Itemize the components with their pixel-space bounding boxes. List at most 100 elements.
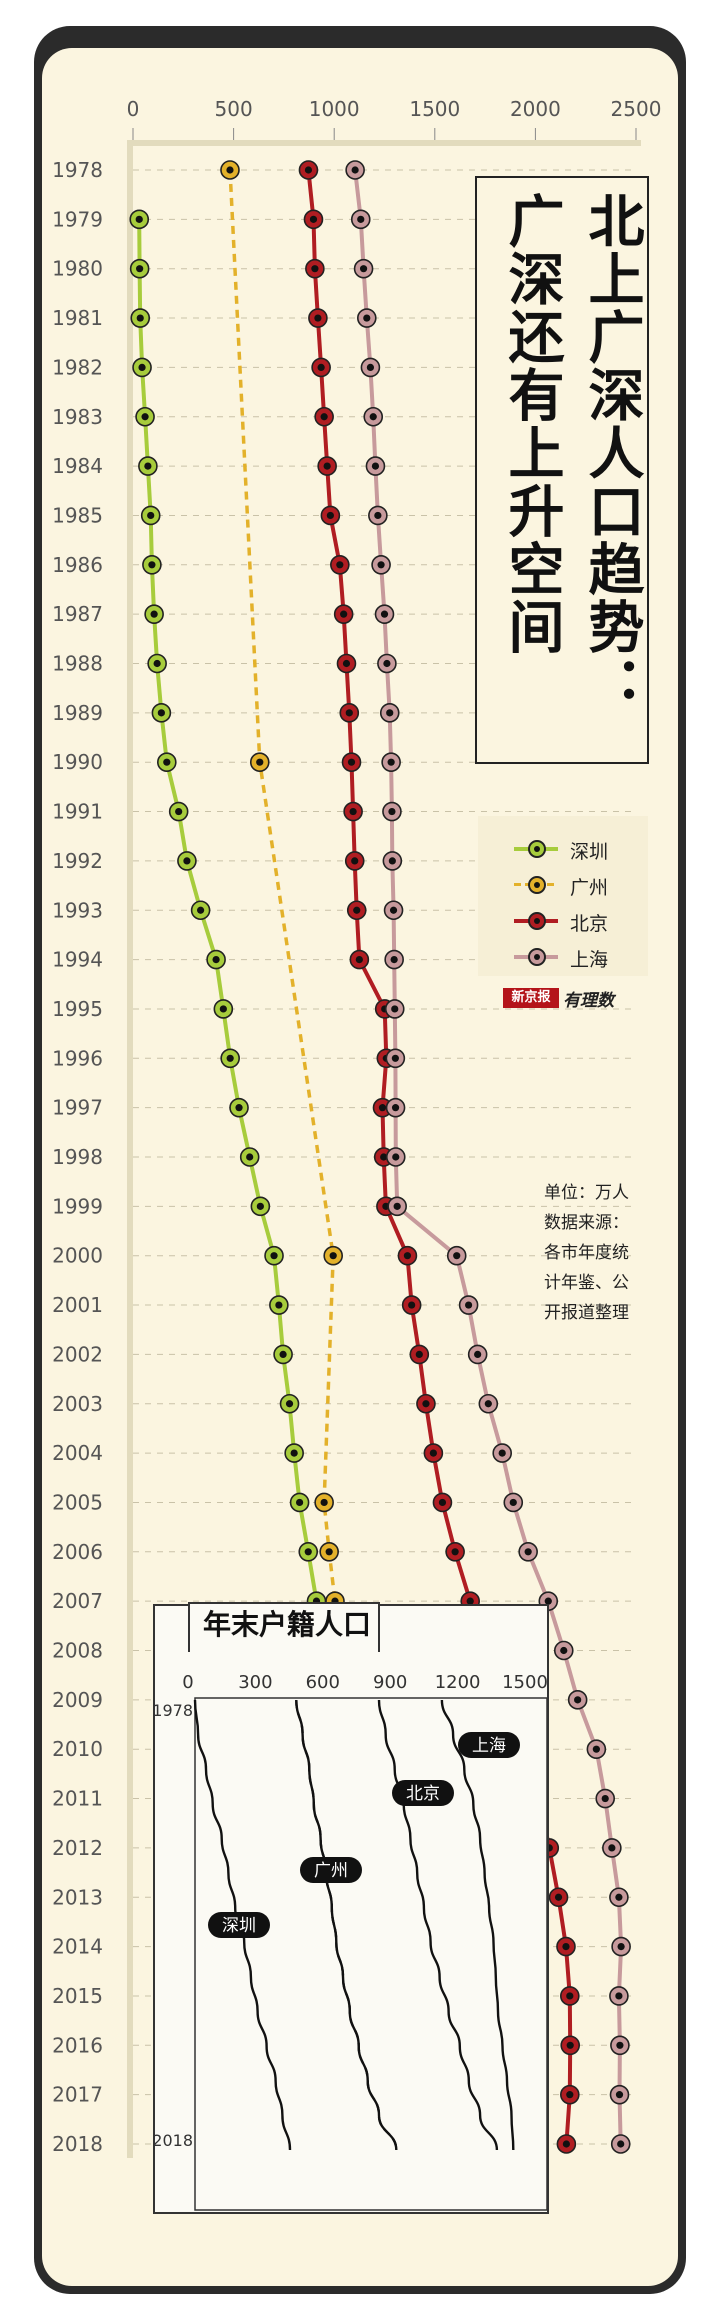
y-year-label: 2014 <box>52 1935 103 1959</box>
logo-brand: 新京报 <box>503 988 559 1008</box>
logo-text: 有理数 <box>563 991 614 1011</box>
y-year-label: 2009 <box>52 1688 103 1712</box>
data-point-center <box>390 956 398 964</box>
inset-year-start: 1978 <box>152 1701 193 1720</box>
data-point-center <box>615 1893 623 1901</box>
data-point-center <box>219 1005 227 1013</box>
y-year-label: 1997 <box>52 1096 103 1120</box>
y-year-label: 1996 <box>52 1046 103 1070</box>
data-point-center <box>386 709 394 717</box>
y-year-label: 1982 <box>52 355 103 379</box>
data-point-center <box>141 413 149 421</box>
data-point-center <box>498 1449 506 1457</box>
y-year-label: 1998 <box>52 1145 103 1169</box>
inset-x-tick-label: 1500 <box>502 1672 548 1693</box>
y-year-label: 1993 <box>52 898 103 922</box>
x-axis-bar <box>130 140 641 146</box>
inset-plot-frame <box>194 1697 548 2211</box>
legend-item-beijing: 北京 <box>514 906 644 936</box>
y-year-label: 2012 <box>52 1836 103 1860</box>
inset-line-guangzhou-dashed <box>295 1699 398 2151</box>
legend-label: 上海 <box>570 949 609 971</box>
data-point-center <box>197 906 205 914</box>
inset-pill-label: 北京 <box>406 1784 440 1804</box>
inset-pill-label: 上海 <box>472 1736 506 1756</box>
inset-pill <box>300 1857 362 1883</box>
data-point-center <box>389 906 398 914</box>
y-year-label: 1979 <box>52 207 103 231</box>
data-point-center <box>608 1844 616 1852</box>
legend: 深圳 广州 北京 上海 <box>478 816 648 976</box>
data-point-center <box>566 2041 574 2049</box>
data-point-center <box>391 1104 400 1112</box>
y-year-label: 2007 <box>52 1589 103 1613</box>
y-year-label: 1995 <box>52 997 103 1021</box>
y-year-label: 1985 <box>52 503 103 527</box>
data-point-center <box>157 709 165 717</box>
legend-label: 深圳 <box>570 841 609 863</box>
data-point-center <box>183 857 191 865</box>
y-year-label: 2017 <box>52 2083 103 2107</box>
x-tick-label: 1500 <box>409 97 460 121</box>
y-year-label: 2010 <box>52 1737 103 1761</box>
y-year-label: 2005 <box>52 1490 103 1514</box>
inset-panel <box>153 1604 549 2214</box>
data-point-center <box>544 1597 552 1605</box>
inset-x-tick-label: 300 <box>238 1672 272 1693</box>
data-point-center <box>323 462 331 470</box>
data-point-center <box>345 709 353 717</box>
x-tick-label: 0 <box>127 97 140 121</box>
data-point-center <box>226 166 234 174</box>
y-year-label: 2000 <box>52 1244 103 1268</box>
data-point-center <box>147 511 155 520</box>
y-year-label: 1992 <box>52 849 103 873</box>
data-point-center <box>451 1548 459 1556</box>
data-point-center <box>295 1498 304 1507</box>
data-point-center <box>378 1104 387 1112</box>
chart-title-line1: 北上广深人口趋势： <box>579 192 644 714</box>
legend-marker <box>528 876 546 894</box>
y-year-label: 2004 <box>52 1441 103 1465</box>
data-point-center <box>374 511 382 520</box>
inset-line-北京 <box>377 1699 499 2151</box>
data-point-center <box>246 1153 254 1161</box>
data-point-center <box>329 1252 337 1260</box>
inset-pill <box>392 1780 454 1806</box>
y-year-label: 2011 <box>52 1787 103 1811</box>
y-year-label: 2003 <box>52 1392 103 1416</box>
data-point-center <box>317 363 325 371</box>
data-point-center <box>383 659 391 668</box>
y-year-label: 1980 <box>52 257 103 281</box>
inset-x-tick-label: 900 <box>373 1672 407 1693</box>
data-point-center <box>357 215 365 223</box>
y-year-label: 2013 <box>52 1885 103 1909</box>
data-point-center <box>388 807 396 816</box>
data-point-center <box>359 265 368 273</box>
data-point-center <box>560 1646 568 1655</box>
data-point-center <box>415 1350 423 1358</box>
y-year-label: 1984 <box>52 454 103 478</box>
source-line: 开报道整理 <box>544 1303 629 1323</box>
legend-label: 北京 <box>570 913 609 935</box>
data-point-center <box>380 1153 388 1161</box>
data-point-center <box>601 1794 609 1803</box>
y-year-label: 2006 <box>52 1540 103 1564</box>
data-point-center <box>484 1400 492 1408</box>
data-point-center <box>562 2140 570 2148</box>
data-point-center <box>320 1498 328 1507</box>
y-year-label: 1988 <box>52 652 103 676</box>
legend-label: 广州 <box>570 877 609 899</box>
legend-marker <box>528 948 546 966</box>
data-point-center <box>256 758 264 766</box>
data-point-center <box>349 807 357 816</box>
data-point-center <box>351 857 359 865</box>
data-point-center <box>309 215 318 223</box>
y-year-label: 2018 <box>52 2132 103 2156</box>
data-point-center <box>270 1252 278 1260</box>
data-point-center <box>466 1597 474 1605</box>
data-point-center <box>256 1202 264 1210</box>
inset-x-tick-label: 600 <box>306 1672 340 1693</box>
data-point-center <box>144 462 152 470</box>
data-point-center <box>422 1400 430 1408</box>
